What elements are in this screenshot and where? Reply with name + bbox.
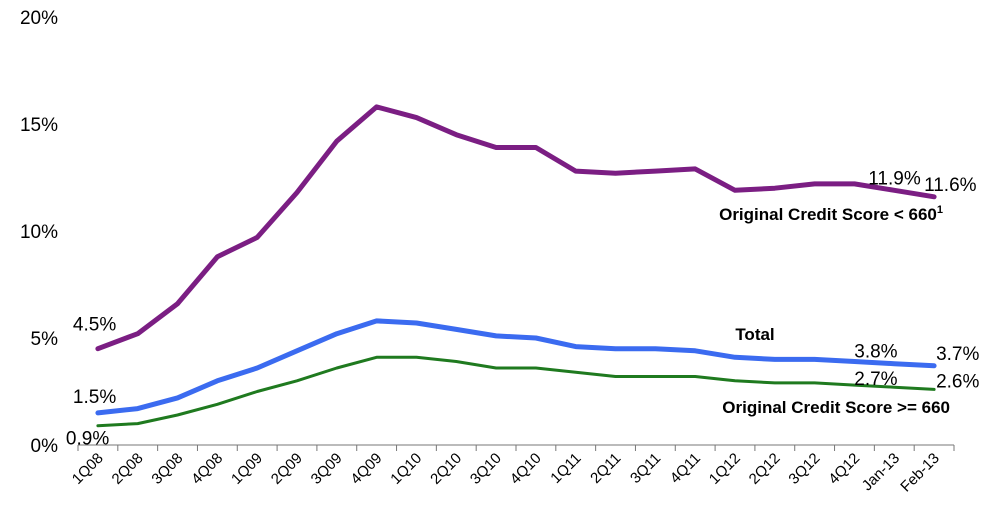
series-line bbox=[95, 104, 937, 352]
x-axis-labels: 1Q08 2Q08 3Q08 4Q08 1Q09 2Q09 3Q09 4Q09 1Q10 2Q10… bbox=[69, 450, 943, 496]
y-tick-label: 5% bbox=[31, 329, 59, 350]
series-name-label: Original Credit Score < 6601 bbox=[719, 204, 943, 224]
data-label: 2.7% bbox=[854, 369, 897, 390]
series-names: Original Credit Score < 6601 Total Origina… bbox=[719, 204, 950, 417]
data-label: 2.6% bbox=[936, 371, 979, 392]
x-tick-label: 3Q09 bbox=[308, 450, 346, 488]
x-tick-label: 2Q08 bbox=[109, 450, 147, 488]
data-labels: 4.5% 11.9% 11.6% 1.5% 3.8% 3.7% 0.9% 2.7% 2.6% bbox=[66, 168, 980, 449]
x-tick-label: 1Q08 bbox=[69, 450, 107, 488]
x-tick-label: 4Q11 bbox=[667, 450, 704, 487]
x-tick-label: 3Q10 bbox=[467, 450, 505, 488]
x-tick-label: 3Q08 bbox=[148, 450, 186, 488]
x-tick-label: 1Q10 bbox=[387, 450, 425, 488]
y-tick-label: 0% bbox=[31, 436, 59, 457]
x-axis bbox=[77, 444, 955, 451]
y-tick-label: 15% bbox=[20, 115, 58, 136]
x-tick-label: 4Q10 bbox=[507, 450, 545, 488]
x-tick-label: 4Q09 bbox=[347, 450, 385, 488]
data-label: 4.5% bbox=[73, 315, 116, 336]
y-tick-label: 10% bbox=[20, 222, 58, 243]
x-tick-label: 3Q11 bbox=[627, 450, 664, 487]
x-tick-label: 3Q12 bbox=[785, 450, 823, 488]
data-label: 1.5% bbox=[73, 387, 116, 408]
x-tick-label: 1Q11 bbox=[547, 450, 584, 487]
x-tick-label: 1Q09 bbox=[228, 450, 266, 488]
series-name: Total bbox=[735, 325, 774, 344]
data-label: 11.6% bbox=[924, 175, 977, 196]
x-tick-label: 2Q12 bbox=[746, 450, 784, 488]
y-axis-labels: 0% 5% 10% 15% 20% bbox=[20, 8, 58, 457]
x-tick-label: Jan-13 bbox=[859, 450, 903, 494]
series-lines bbox=[95, 104, 937, 428]
y-tick-label: 20% bbox=[20, 8, 58, 29]
series-name: Original Credit Score >= 660 bbox=[722, 398, 950, 417]
x-tick-label: 4Q08 bbox=[188, 450, 226, 488]
data-label: 3.8% bbox=[854, 342, 897, 363]
series-name: Original Credit Score < 660 bbox=[719, 205, 937, 224]
x-tick-label: Feb-13 bbox=[897, 450, 943, 496]
x-tick-label: 2Q09 bbox=[268, 450, 306, 488]
series-name-label: Original Credit Score >= 660 bbox=[722, 398, 950, 417]
data-label: 11.9% bbox=[868, 168, 921, 189]
series-line bbox=[95, 318, 937, 416]
data-label: 3.7% bbox=[936, 344, 979, 365]
data-label: 0.9% bbox=[66, 429, 109, 450]
x-tick-label: 2Q10 bbox=[427, 450, 465, 488]
x-tick-label: 1Q12 bbox=[706, 450, 744, 488]
series-line bbox=[96, 355, 936, 428]
series-name-superscript: 1 bbox=[937, 204, 943, 216]
series-name-label: Total bbox=[735, 325, 774, 344]
x-tick-label: 2Q11 bbox=[587, 450, 624, 487]
